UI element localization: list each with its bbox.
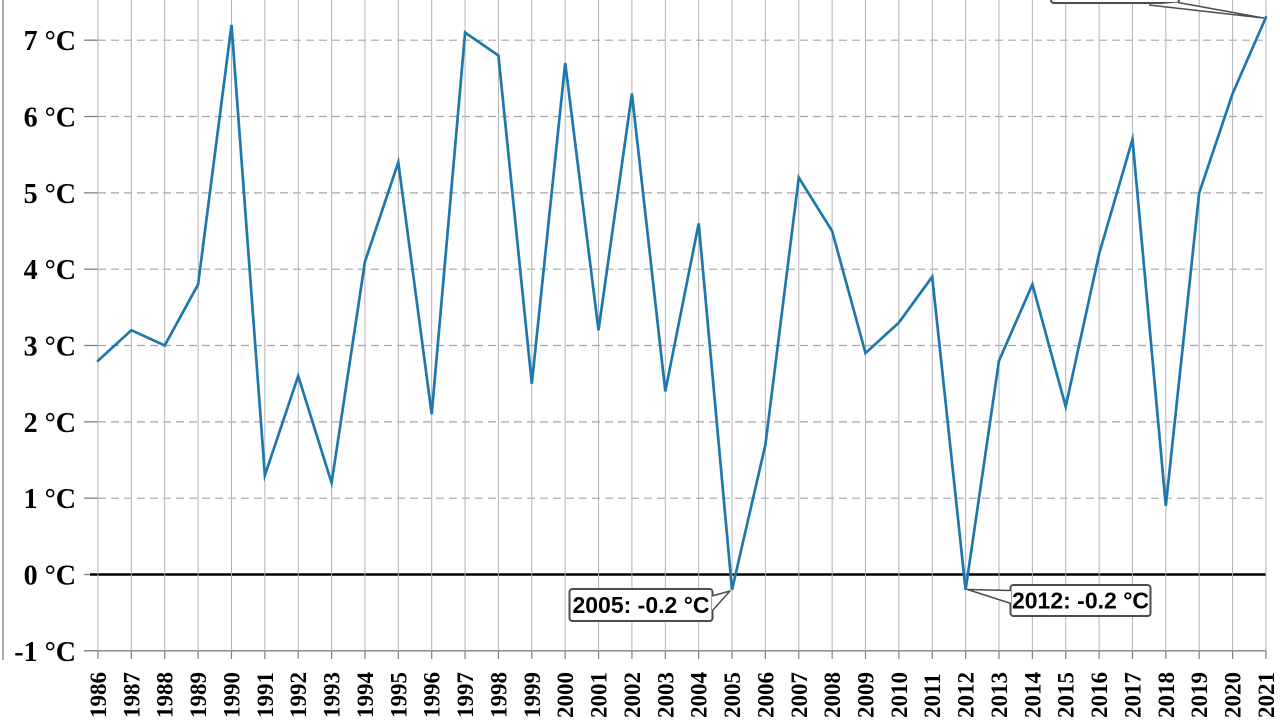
x-tick-label: 2016 [1087, 672, 1112, 718]
x-tick-label: 2021 [1254, 672, 1279, 718]
annotation-pointer [711, 590, 731, 612]
x-tick-label: 1993 [320, 672, 345, 718]
data-series-line[interactable] [96, 15, 1268, 591]
annotation-pointer [1148, 1, 1265, 19]
x-tick-label: 2015 [1054, 672, 1079, 718]
x-tick-label: 2018 [1154, 672, 1179, 718]
x-tick-label: 1990 [220, 672, 245, 718]
y-tick-label: 1 °C [24, 484, 76, 515]
x-tick-label: 1987 [119, 672, 144, 718]
x-tick-label: 1991 [253, 672, 278, 718]
x-tick-label: 2006 [753, 672, 778, 718]
x-tick-label: 1994 [353, 672, 378, 719]
x-tick-label: 2003 [653, 672, 678, 718]
x-tick-label: 2011 [920, 673, 945, 718]
x-tick-label: 2014 [1020, 672, 1045, 719]
y-tick-label: 0 °C [24, 561, 76, 592]
x-tick-label: 2002 [620, 672, 645, 718]
x-tick-label: 1992 [286, 672, 311, 718]
x-tick-label: 1988 [153, 672, 178, 718]
x-tick-label: 2000 [553, 672, 578, 718]
x-tick-label: 2019 [1187, 672, 1212, 718]
y-tick-label: 2 °C [24, 408, 76, 439]
x-tick-label: 1989 [186, 672, 211, 718]
y-tick-label: 6 °C [24, 103, 76, 134]
x-tick-label: 1997 [453, 672, 478, 718]
x-tick-label: 1999 [520, 672, 545, 718]
x-tick-label: 2010 [887, 672, 912, 718]
x-tick-label: 2012 [954, 672, 979, 718]
x-tick-label: 1995 [386, 672, 411, 718]
x-tick-label: 1996 [420, 672, 445, 718]
x-tick-label: 2004 [687, 672, 712, 719]
x-tick-label: 2007 [787, 672, 812, 718]
y-tick-label: 7 °C [24, 26, 76, 57]
annotation-label: 2005: -0.2 °C [572, 592, 709, 618]
x-tick-label: 2001 [587, 672, 612, 718]
x-tick-label: 2017 [1121, 672, 1146, 718]
x-tick-label: 1998 [486, 672, 511, 718]
annotation-2005[interactable]: 2005: -0.2 °C [568, 588, 731, 622]
x-tick-label: 2008 [820, 672, 845, 718]
x-tick-label: 2005 [720, 672, 745, 718]
annotation-label: 2012: -0.2 °C [1012, 588, 1149, 614]
annotation-2021-partial[interactable] [1050, 0, 1265, 19]
y-tick-label: -1 °C [14, 637, 76, 668]
y-tick-label: 5 °C [24, 179, 76, 210]
x-tick-label: 1986 [86, 672, 111, 718]
y-tick-label: 3 °C [24, 332, 76, 363]
x-tick-label: 2009 [854, 672, 879, 718]
x-tick-label: 2013 [987, 672, 1012, 718]
annotation-2012[interactable]: 2012: -0.2 °C [966, 584, 1152, 617]
x-tick-label: 2020 [1221, 672, 1246, 718]
annotation-box[interactable] [1050, 0, 1180, 4]
y-tick-label: 4 °C [24, 255, 76, 286]
annotation-pointer [966, 588, 1012, 605]
